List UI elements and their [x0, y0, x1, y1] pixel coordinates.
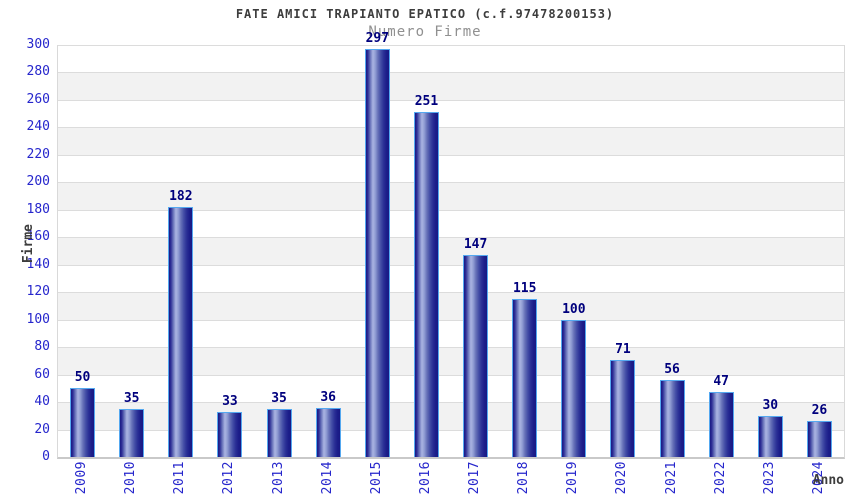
- y-tick-label: 220: [26, 146, 50, 162]
- bar-2020: [610, 359, 636, 457]
- x-tick-label-2012: 2012: [221, 461, 237, 495]
- grid-band: [58, 182, 844, 210]
- bar-2022: [708, 392, 734, 457]
- grid-band: [58, 154, 844, 183]
- y-tick-label: 120: [26, 284, 50, 300]
- bar-2013: [266, 408, 292, 457]
- x-axis-ticks: 2009 2010 2011 2012 2013 2014 2015 2016 2017 2018…: [57, 461, 843, 499]
- bar-2016: [413, 112, 439, 457]
- bar-2021: [659, 380, 685, 457]
- bar-2009: [70, 388, 96, 457]
- x-axis-title: Anno: [812, 473, 844, 488]
- x-tick-label-2023: 2023: [761, 461, 777, 495]
- y-tick-label: 100: [26, 311, 50, 327]
- bar-value-label: 297: [365, 31, 390, 47]
- bar-value-label: 147: [463, 237, 488, 253]
- x-tick-label-2009: 2009: [74, 461, 90, 495]
- bar-2014: [315, 407, 341, 457]
- bar-2011: [168, 207, 194, 457]
- x-tick-label-2017: 2017: [467, 461, 483, 495]
- bar-value-label: 33: [222, 393, 238, 409]
- x-tick-label-2011: 2011: [172, 461, 188, 495]
- x-tick-label-2010: 2010: [123, 461, 139, 495]
- bar-value-label: 56: [664, 362, 680, 378]
- bar-value-label: 30: [762, 397, 779, 413]
- x-tick-label-2015: 2015: [368, 461, 384, 495]
- x-tick-label-2016: 2016: [417, 461, 433, 495]
- bar-value-label: 36: [320, 389, 337, 405]
- y-tick-label: 280: [26, 64, 50, 80]
- bar-2023: [757, 415, 783, 457]
- bar-value-label: 47: [713, 374, 730, 390]
- y-axis-title: Firme: [21, 224, 36, 264]
- bar-value-label: 251: [414, 94, 439, 110]
- y-tick-label: 160: [26, 229, 50, 245]
- plot-area: 50 35 182 33 35 36 297 251 147 115 100 71 56 47 30 26: [57, 32, 845, 459]
- bar-value-label: 182: [169, 189, 193, 205]
- y-tick-label: 40: [34, 394, 50, 410]
- bar-value-label: 35: [271, 390, 287, 406]
- y-tick-label: 300: [26, 37, 50, 52]
- bar-value-label: 50: [74, 370, 91, 386]
- bar-2024: [806, 421, 832, 457]
- y-tick-label: 260: [26, 91, 50, 107]
- y-tick-label: 20: [34, 421, 50, 437]
- y-axis-ticks: 300 280 260 240 220 200 180 160 140 120 100 80 60 40 2…: [0, 38, 50, 464]
- chart-subtitle: Numero Firme: [368, 24, 482, 40]
- bar-value-label: 26: [811, 403, 828, 419]
- x-tick-label-2014: 2014: [319, 461, 335, 495]
- y-tick-label: 200: [26, 174, 50, 190]
- bar-2015: [364, 49, 390, 457]
- y-tick-label: 140: [26, 256, 50, 272]
- bar-value-label: 71: [615, 341, 631, 357]
- x-tick-label-2022: 2022: [712, 461, 728, 495]
- bar-value-label: 115: [512, 281, 537, 297]
- grid-band: [58, 72, 844, 100]
- bar-2019: [561, 319, 587, 457]
- y-tick-label: 0: [42, 449, 50, 464]
- x-tick-label-2020: 2020: [614, 461, 630, 495]
- y-tick-label: 60: [34, 366, 50, 382]
- chart-title: FATE AMICI TRAPIANTO EPATICO (c.f.974782…: [235, 7, 615, 21]
- grid-band: [58, 45, 844, 73]
- grid-band: [58, 99, 844, 128]
- y-tick-label: 80: [34, 339, 50, 355]
- x-tick-label-2019: 2019: [565, 461, 581, 495]
- bar-2010: [119, 408, 145, 457]
- x-tick-label-2021: 2021: [663, 461, 679, 495]
- bar-2012: [217, 411, 243, 457]
- bar-2018: [512, 299, 538, 457]
- y-tick-label: 180: [26, 201, 50, 217]
- grid-band: [58, 127, 844, 155]
- bar-2017: [463, 255, 489, 457]
- x-tick-label-2013: 2013: [270, 461, 286, 495]
- bar-value-label: 100: [562, 301, 586, 317]
- bar-value-label: 35: [123, 390, 140, 406]
- y-tick-label: 240: [26, 119, 50, 135]
- x-tick-label-2018: 2018: [516, 461, 532, 495]
